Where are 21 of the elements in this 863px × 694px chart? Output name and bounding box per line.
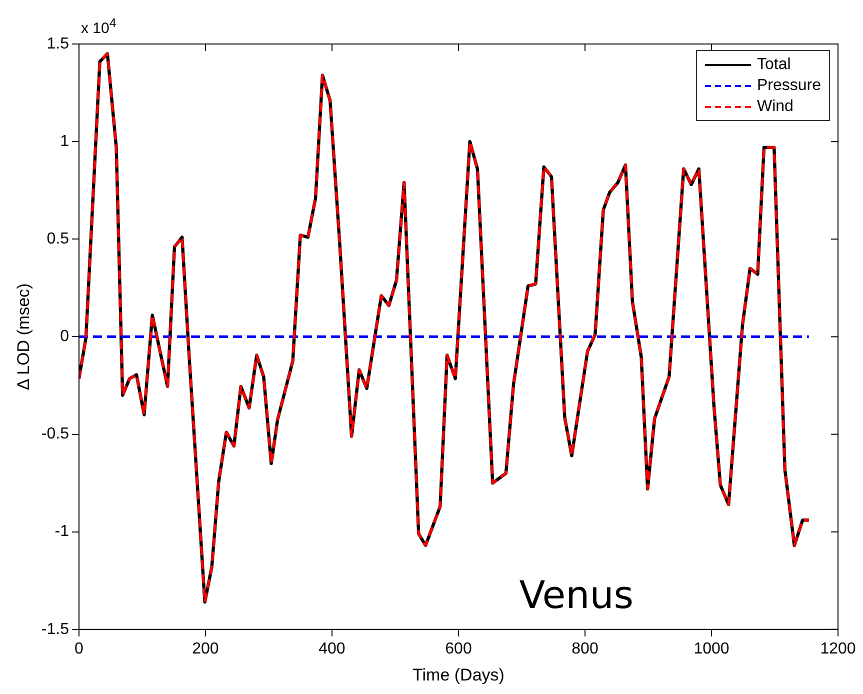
y-tick-label: 0 <box>60 328 70 346</box>
y-tick-label: 0.5 <box>46 230 70 248</box>
legend-label: Pressure <box>756 76 821 94</box>
legend-label: Total <box>756 56 791 74</box>
y-tick-label: 1 <box>60 132 70 150</box>
x-tick-label: 400 <box>318 640 346 658</box>
y-axis-title: Δ LOD (msec) <box>14 283 33 390</box>
text: x 10$^{4}$ <box>80 16 116 37</box>
y-tick-label: -0.5 <box>41 426 70 443</box>
x-tick-label: 1200 <box>820 640 856 658</box>
x-tick-label: 600 <box>445 640 472 658</box>
annotation: Venus <box>519 573 634 618</box>
x-tick-label: 200 <box>192 640 219 658</box>
x-axis-title: Time (Days) <box>412 665 504 684</box>
x-tick-label: 1000 <box>694 640 730 658</box>
x-tick-label: 0 <box>74 640 84 658</box>
legend-label: Wind <box>756 98 794 116</box>
y-tick-label: -1.5 <box>41 620 70 638</box>
y-tick-label: -1 <box>54 523 70 540</box>
y-tick-label: 1.5 <box>46 35 70 52</box>
x-tick-label: 800 <box>572 640 598 658</box>
